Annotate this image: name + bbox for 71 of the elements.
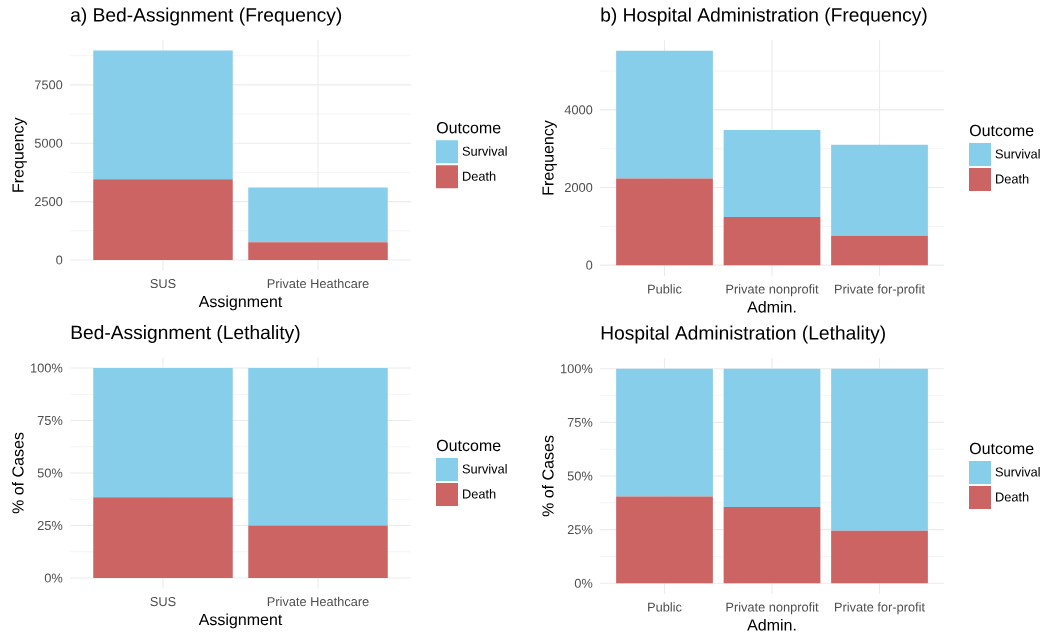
- x-axis-title: Assignment: [198, 295, 283, 311]
- x-axis-title: Assignment: [198, 613, 283, 629]
- bar: [831, 368, 928, 531]
- y-tick-label: 75%: [567, 417, 593, 427]
- y-tick-label: 50%: [567, 471, 593, 481]
- y-tick-label: 75%: [37, 416, 63, 425]
- legend-title: Outcome: [436, 439, 501, 452]
- chart-title: a) Bed-Assignment (Frequency): [71, 7, 342, 26]
- chart-title: Bed-Assignment (Lethality): [71, 325, 300, 344]
- legend-label: Survival: [462, 146, 507, 156]
- y-tick-label: 5000: [34, 138, 63, 148]
- x-tick-label: Private Heathcare: [267, 596, 369, 607]
- bar: [723, 130, 821, 217]
- bar: [616, 178, 713, 266]
- x-tick-label: Private nonprofit: [726, 284, 819, 297]
- y-axis-title: % of Cases: [541, 435, 554, 517]
- bar: [831, 530, 928, 584]
- bar: [248, 187, 388, 243]
- bar: [831, 144, 928, 236]
- bar: [248, 242, 388, 260]
- x-axis-title: Admin.: [747, 618, 796, 631]
- legend-label: Survival: [462, 464, 507, 474]
- bar: [248, 525, 388, 578]
- y-axis-title: Frequency: [12, 117, 27, 192]
- legend-label: Death: [996, 174, 1029, 184]
- legend-title: Outcome: [969, 124, 1034, 137]
- bar: [616, 368, 713, 497]
- bar: [831, 235, 928, 266]
- bar: [93, 50, 233, 180]
- x-tick-label: Private nonprofit: [726, 602, 819, 615]
- y-tick-label: 2000: [564, 182, 593, 193]
- bar: [723, 217, 821, 266]
- y-tick-label: 0%: [574, 578, 593, 588]
- legend-label: Survival: [995, 149, 1040, 159]
- chart-title: Hospital Administration (Lethality): [601, 325, 885, 344]
- bar: [723, 507, 821, 584]
- y-tick-label: 100%: [31, 363, 63, 373]
- y-tick-label: 50%: [37, 468, 63, 478]
- y-tick-label: 0: [586, 260, 593, 270]
- y-tick-label: 2500: [34, 197, 63, 207]
- x-tick-label: SUS: [150, 597, 176, 607]
- bar: [616, 496, 713, 584]
- y-tick-label: 4000: [564, 105, 593, 115]
- y-tick-label: 100%: [561, 364, 593, 374]
- y-tick-label: 7500: [34, 80, 63, 90]
- chart-title: b) Hospital Administration (Frequency): [601, 7, 927, 26]
- x-axis-title: Admin.: [747, 300, 796, 313]
- legend-title: Outcome: [969, 442, 1034, 455]
- legend-label: Survival: [995, 467, 1040, 477]
- y-tick-label: 0: [56, 255, 63, 265]
- bar: [93, 179, 233, 260]
- legend-title: Outcome: [436, 122, 501, 134]
- x-tick-label: SUS: [150, 279, 176, 289]
- x-tick-label: Private for-profit: [835, 602, 925, 615]
- bar: [93, 497, 233, 578]
- y-axis-title: % of Cases: [11, 432, 24, 514]
- x-tick-label: Private for-profit: [835, 284, 925, 297]
- y-tick-label: 0%: [44, 573, 63, 583]
- bar: [616, 50, 713, 179]
- legend-label: Death: [463, 489, 496, 499]
- legend-label: Death: [996, 492, 1029, 502]
- bar: [93, 368, 233, 498]
- y-tick-label: 25%: [567, 525, 593, 535]
- x-tick-label: Public: [648, 602, 682, 612]
- bar: [723, 368, 821, 508]
- bar: [248, 368, 388, 526]
- x-tick-label: Private Heathcare: [267, 278, 369, 289]
- x-tick-label: Public: [648, 284, 682, 294]
- y-tick-label: 25%: [37, 520, 63, 531]
- y-axis-title: Frequency: [542, 120, 557, 195]
- legend-label: Death: [463, 171, 496, 181]
